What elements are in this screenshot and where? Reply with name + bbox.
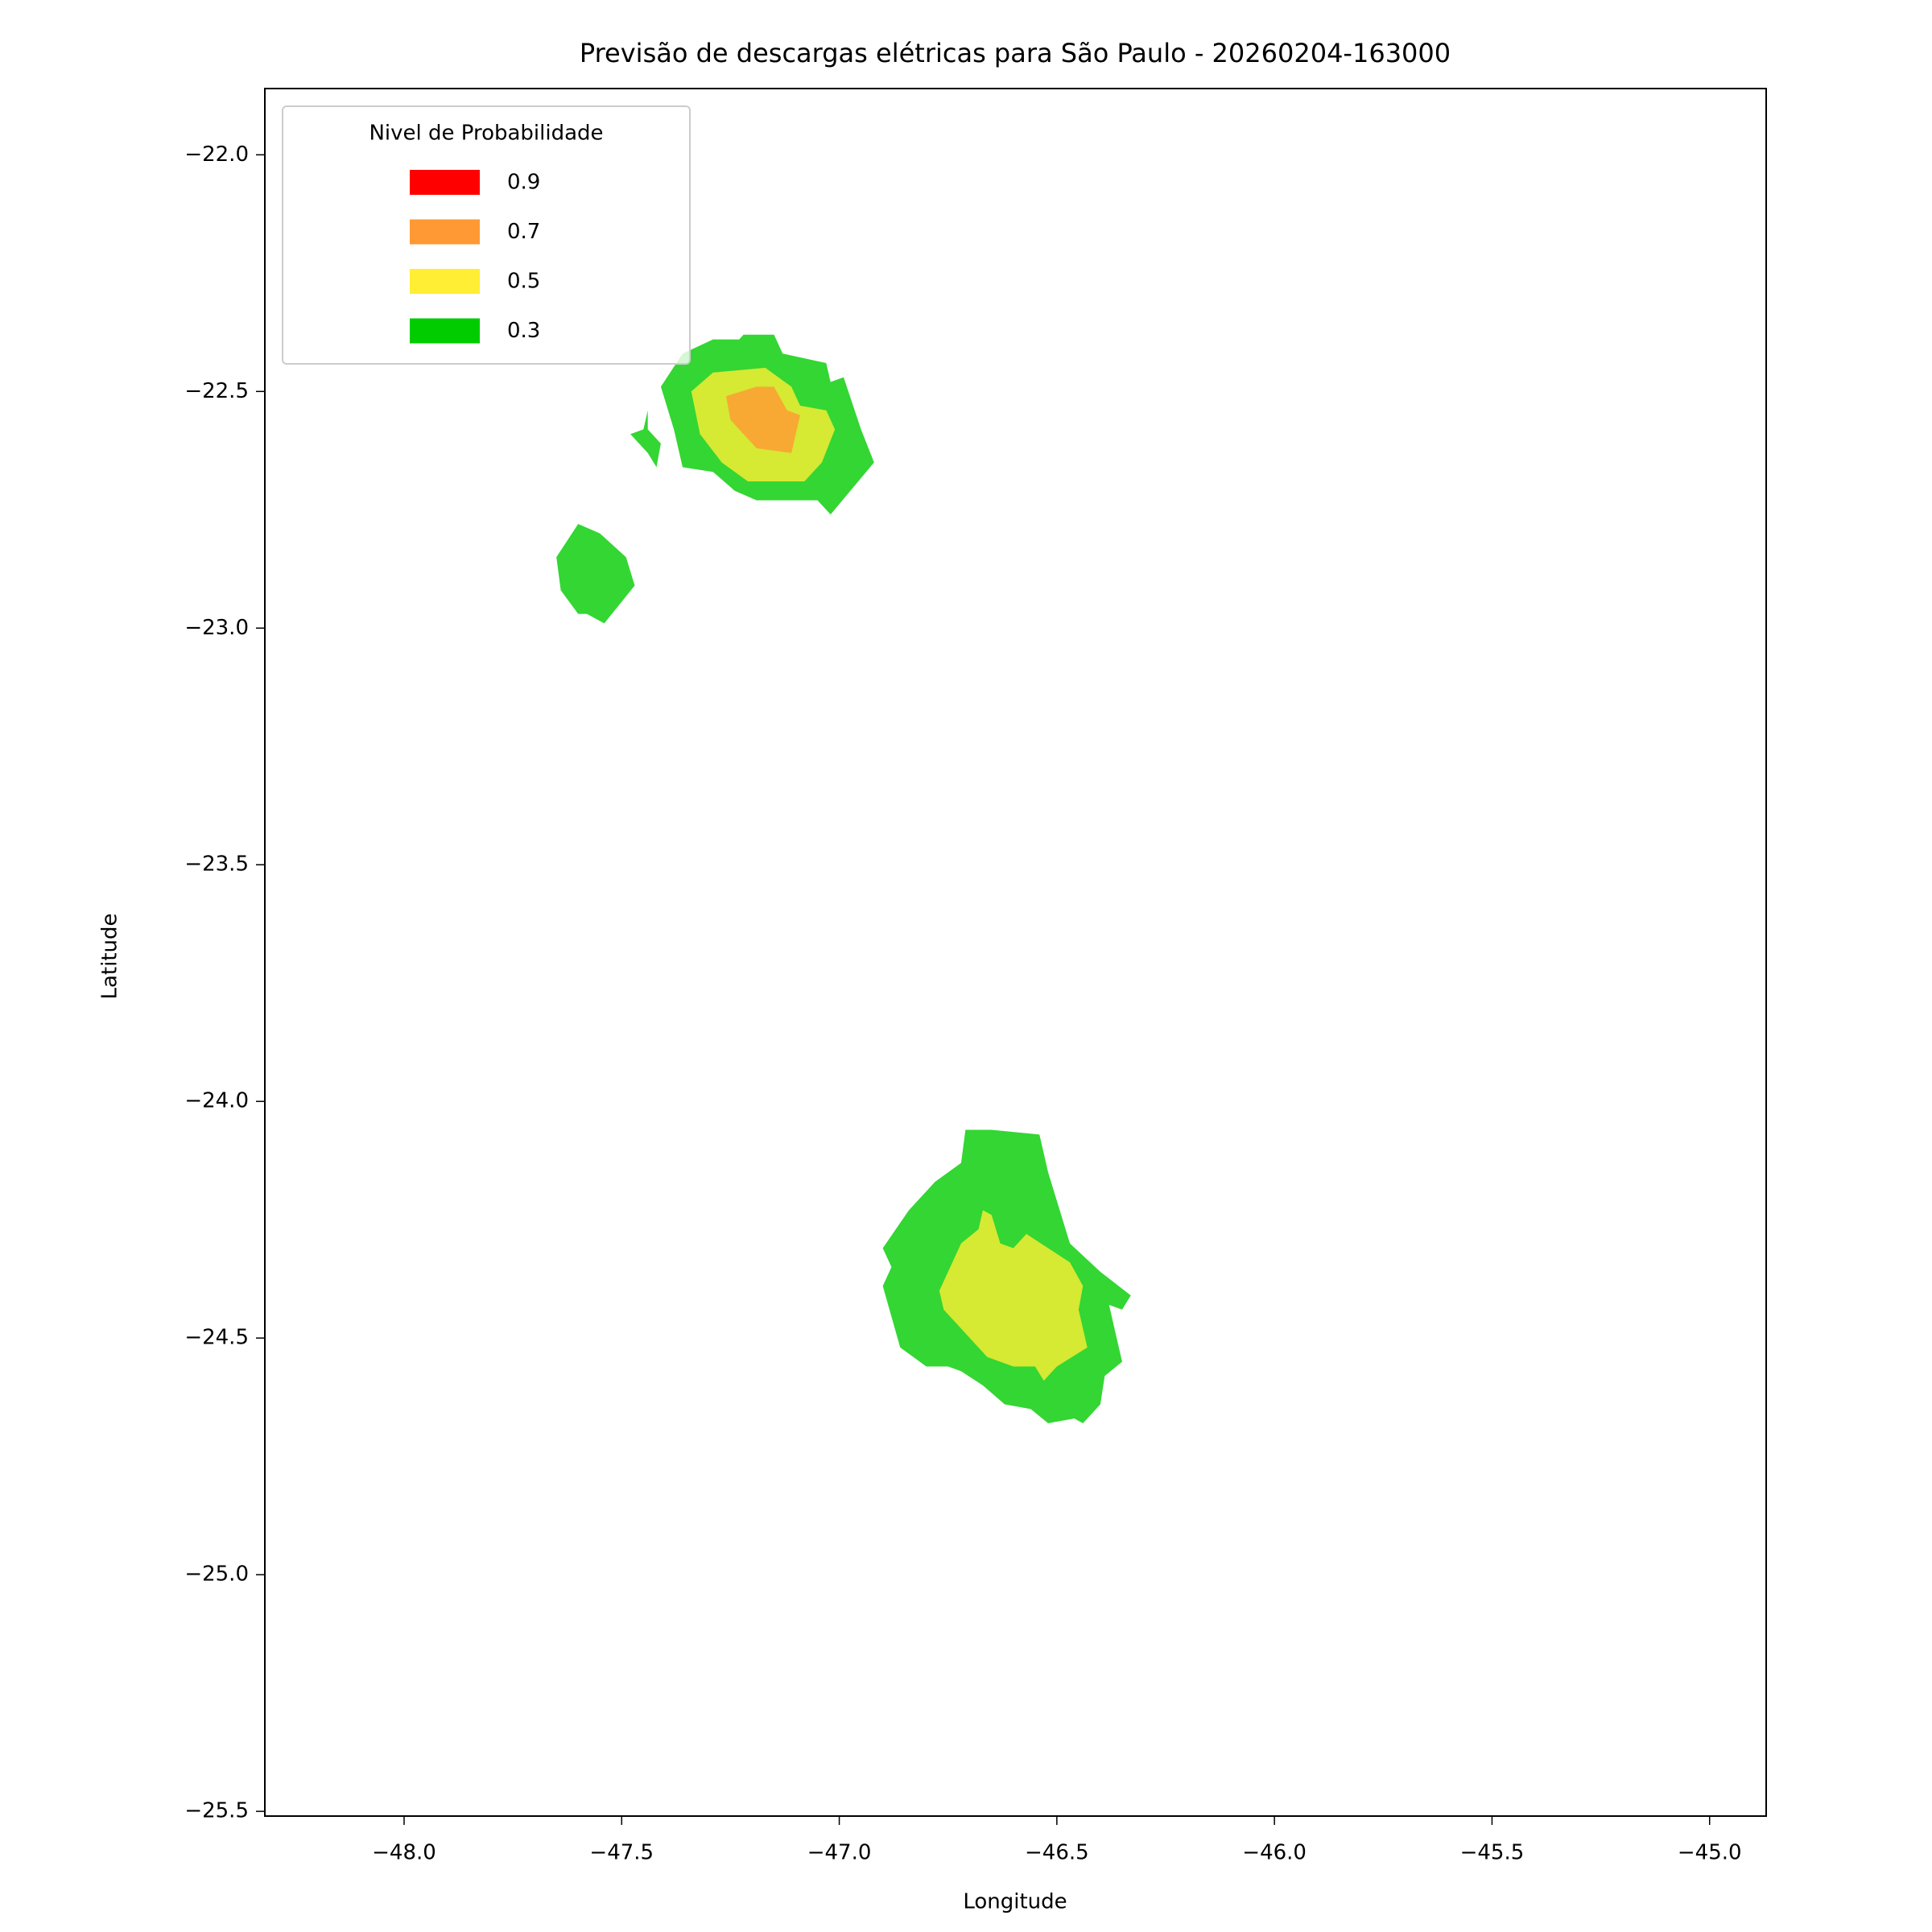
y-tick-label: −23.0 [184,616,249,640]
contour-region [556,523,635,624]
y-tick-label: −24.0 [184,1089,249,1113]
x-tick-label: −47.5 [589,1841,654,1865]
y-tick-label: −23.5 [184,852,249,877]
y-tick-label: −25.5 [184,1799,249,1823]
x-tick-label: −45.5 [1460,1841,1525,1865]
y-tick-label: −22.0 [184,142,249,167]
x-tick-label: −47.0 [807,1841,872,1865]
legend-swatch [410,269,480,294]
legend-box [282,105,691,365]
x-tick-label: −48.0 [372,1841,436,1865]
contour-region [939,1210,1088,1381]
legend-swatch [410,170,480,195]
plot-frame [264,88,1767,1817]
y-tick-label: −24.5 [184,1326,249,1350]
legend-label: 0.3 [507,319,540,343]
contour-region [726,386,800,453]
y-tick-label: −22.5 [184,379,249,403]
x-tick-label: −46.5 [1025,1841,1089,1865]
legend-swatch [410,318,480,344]
legend-swatch [410,219,480,245]
chart-title: Previsão de descargas elétricas para São… [580,38,1451,68]
y-axis-label: Latitude [98,913,122,999]
y-tick-label: −25.0 [184,1563,249,1587]
legend-label: 0.7 [507,220,540,244]
contour-region [630,410,661,468]
x-axis-label: Longitude [963,1890,1067,1914]
legend-title: Nivel de Probabilidade [369,122,603,146]
legend-label: 0.5 [507,270,540,294]
legend-label: 0.9 [507,171,540,195]
x-tick-label: −46.0 [1242,1841,1307,1865]
x-tick-label: −45.0 [1678,1841,1742,1865]
